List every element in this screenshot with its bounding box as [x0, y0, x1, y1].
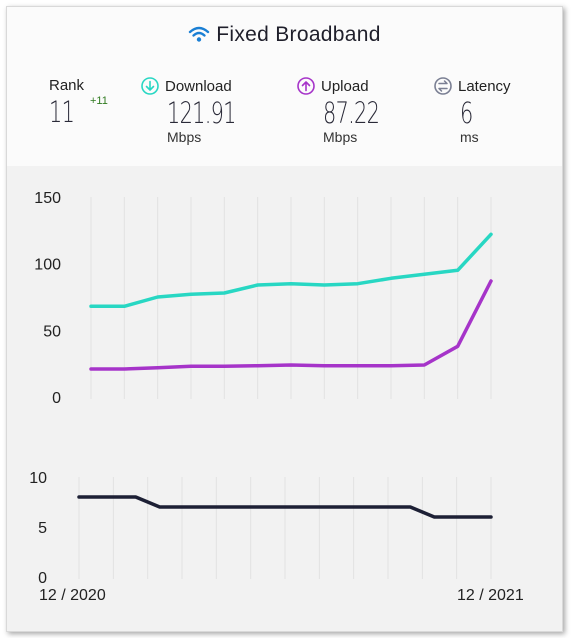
rank-delta-badge: +11	[90, 95, 108, 107]
latency-metric: Latency 6 ms	[434, 77, 511, 145]
download-metric: Download 121.91 Mbps	[141, 77, 262, 145]
latency-y-tick-label: 10	[29, 470, 47, 487]
upload-series-line	[89, 279, 493, 371]
summary-header: Fixed Broadband Rank 11 +11 Download 121…	[7, 7, 562, 166]
download-unit: Mbps	[167, 129, 202, 145]
rank-label: Rank	[49, 77, 85, 94]
title-text: Fixed Broadband	[216, 23, 381, 46]
download-label: Download	[165, 77, 232, 95]
speed-y-tick-label: 150	[34, 190, 61, 207]
latency-label: Latency	[458, 77, 511, 95]
latency-series-line	[77, 495, 493, 519]
x-axis-end-label: 12 / 2021	[457, 587, 524, 604]
upload-metric: Upload 87.22 Mbps	[297, 77, 401, 145]
speed-y-tick-label: 50	[43, 323, 61, 340]
speed-charts: 0 50 100 150 0 5 10 12 / 2020 12 / 2021	[29, 190, 524, 604]
upload-arrow-icon	[297, 77, 315, 95]
latency-unit: ms	[460, 129, 479, 145]
upload-value: 87.22	[323, 96, 380, 130]
download-series-line	[89, 232, 493, 309]
rank-metric: Rank 11	[49, 77, 84, 128]
latency-chart-grid	[78, 477, 492, 579]
page-title: Fixed Broadband	[7, 23, 562, 47]
latency-arrows-icon	[434, 77, 452, 95]
chart-axis-labels: 0 50 100 150 0 5 10	[29, 190, 61, 587]
latency-value: 6	[460, 96, 473, 130]
upload-unit: Mbps	[323, 129, 358, 145]
latency-y-tick-label: 5	[38, 520, 47, 537]
download-arrow-icon	[141, 77, 159, 95]
latency-y-tick-label: 0	[38, 570, 47, 587]
rank-value: 11	[49, 95, 75, 129]
speed-y-tick-label: 100	[34, 257, 61, 274]
chart-series	[77, 232, 493, 519]
download-value: 121.91	[167, 96, 236, 130]
x-axis-start-label: 12 / 2020	[39, 587, 106, 604]
speed-y-tick-label: 0	[52, 390, 61, 407]
upload-label: Upload	[321, 77, 369, 95]
wifi-icon	[189, 26, 210, 42]
broadband-card: Fixed Broadband Rank 11 +11 Download 121…	[6, 6, 563, 632]
